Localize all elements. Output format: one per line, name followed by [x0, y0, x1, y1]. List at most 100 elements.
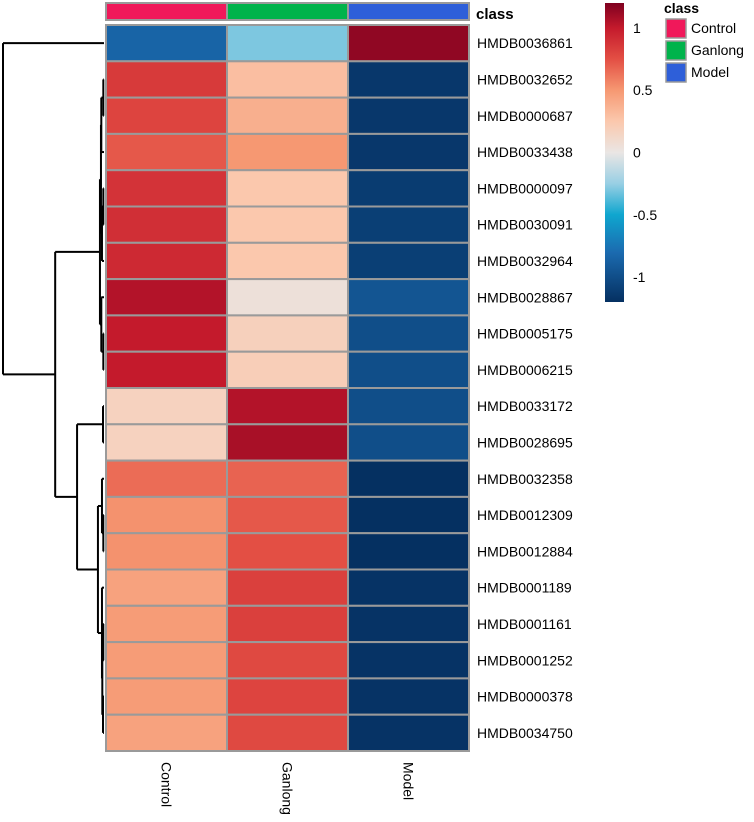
heatmap-cell — [347, 350, 470, 390]
heatmap-cell — [226, 96, 349, 135]
heatmap-cell — [347, 169, 470, 208]
heatmap-cell — [105, 60, 228, 99]
heatmap-cell — [226, 24, 349, 63]
row-labels: HMDB0036861 HMDB0032652 HMDB0000687 HMDB003… — [477, 35, 573, 741]
row-label: HMDB0000687 — [477, 108, 573, 124]
heatmap-cell — [347, 241, 470, 281]
class-annotation-track: class — [105, 2, 514, 23]
legend-swatch-model — [665, 62, 687, 83]
heatmap-cell — [347, 24, 470, 63]
class-track-cell-control — [105, 2, 228, 21]
legend-title: class — [664, 0, 699, 16]
color-scale-tick-label: 1 — [633, 20, 641, 36]
heatmap-cell — [347, 132, 470, 172]
heatmap-cell — [347, 604, 470, 644]
row-label: HMDB0001161 — [477, 616, 572, 632]
heatmap-cell — [105, 459, 228, 498]
heatmap-cell — [226, 423, 349, 462]
color-scale-bar: 1 0.5 0 -0.5 -1 — [605, 3, 657, 302]
row-label: HMDB0036861 — [477, 35, 573, 51]
color-scale-tick-label: 0 — [633, 145, 641, 161]
heatmap-cell — [105, 423, 228, 462]
heatmap-cell — [347, 387, 470, 426]
heatmap-cell — [105, 314, 228, 353]
class-track-label: class — [476, 6, 514, 23]
heatmap-cell — [226, 241, 349, 281]
heatmap-cell — [105, 641, 228, 680]
heatmap-cell — [105, 24, 228, 63]
row-label: HMDB0032964 — [477, 253, 573, 269]
heatmap-cell — [226, 641, 349, 680]
row-dendrogram — [2, 42, 105, 734]
row-label: HMDB0030091 — [477, 217, 573, 233]
heatmap-cell — [105, 132, 228, 172]
heatmap-cell — [226, 60, 349, 99]
heatmap-cell — [226, 459, 349, 498]
legend-swatch-ganlong — [665, 40, 687, 61]
color-scale-tick-label: -1 — [633, 269, 646, 285]
legend-label-control: Control — [691, 20, 736, 36]
heatmap-cell — [105, 713, 228, 753]
column-labels: Control Ganlong Model — [159, 762, 417, 815]
heatmap-cell — [105, 350, 228, 390]
heatmap-cell — [105, 568, 228, 607]
row-label: HMDB0028695 — [477, 434, 573, 450]
heatmap-cell — [105, 532, 228, 571]
heatmap-cell — [226, 350, 349, 390]
class-track-cell-ganlong — [226, 2, 349, 21]
column-label-model: Model — [401, 762, 417, 800]
heatmap-cell — [226, 205, 349, 244]
color-scale-tick-label: -0.5 — [633, 207, 657, 223]
column-label-ganlong: Ganlong — [280, 762, 296, 815]
heatmap-cell — [347, 459, 470, 498]
heatmap-cell — [347, 641, 470, 680]
row-label: HMDB0033438 — [477, 144, 573, 160]
legend-label-ganlong: Ganlong — [691, 42, 744, 58]
heatmap-cell — [226, 169, 349, 208]
legend-label-model: Model — [691, 64, 729, 80]
heatmap-cell — [347, 314, 470, 353]
column-label-control: Control — [159, 762, 175, 807]
heatmap-cell — [226, 604, 349, 644]
heatmap-cell — [226, 568, 349, 607]
row-label: HMDB0033172 — [477, 398, 573, 414]
row-label: HMDB0012884 — [477, 543, 573, 559]
heatmap-cell — [105, 604, 228, 644]
color-scale-tick-label: 0.5 — [633, 82, 653, 98]
heatmap-cell — [105, 241, 228, 281]
row-label: HMDB0001252 — [477, 652, 573, 668]
row-label: HMDB0006215 — [477, 362, 573, 378]
heatmap-cell — [347, 568, 470, 607]
class-legend: class Control Ganlong Model — [664, 0, 744, 83]
row-label: HMDB0028867 — [477, 289, 573, 305]
heatmap-cell — [226, 314, 349, 353]
row-label: HMDB0032652 — [477, 71, 573, 87]
heatmap-cell — [226, 532, 349, 571]
row-label: HMDB0000097 — [477, 180, 573, 196]
heatmap-cell — [105, 205, 228, 244]
heatmap-cells — [105, 24, 470, 753]
heatmap-cell — [105, 495, 228, 535]
heatmap-cell — [347, 677, 470, 716]
row-label: HMDB0001189 — [477, 580, 572, 596]
heatmap-cell — [347, 495, 470, 535]
row-label: HMDB0032358 — [477, 471, 573, 487]
heatmap-cell — [226, 713, 349, 753]
heatmap-cell — [105, 96, 228, 135]
heatmap-cell — [347, 713, 470, 753]
row-label: HMDB0000378 — [477, 689, 573, 705]
legend-swatch-control — [665, 18, 687, 39]
heatmap-cell — [226, 132, 349, 172]
heatmap-cell — [105, 169, 228, 208]
row-label: HMDB0034750 — [477, 725, 573, 741]
heatmap-cell — [105, 278, 228, 317]
heatmap-cell — [226, 387, 349, 426]
heatmap-cell — [105, 387, 228, 426]
class-track-cell-model — [347, 2, 470, 21]
heatmap-cell — [226, 677, 349, 716]
color-scale-gradient — [605, 3, 624, 302]
heatmap-cell — [347, 532, 470, 571]
row-label: HMDB0005175 — [477, 326, 573, 342]
heatmap-cell — [226, 278, 349, 317]
